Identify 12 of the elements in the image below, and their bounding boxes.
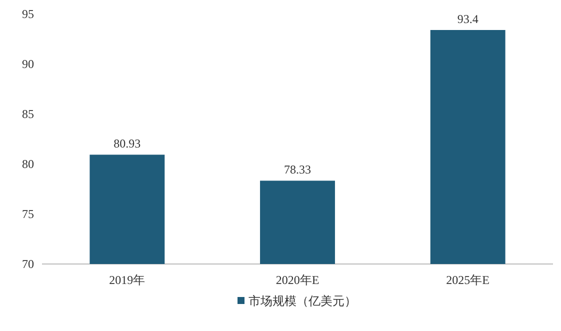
y-tick-label: 85: [22, 107, 34, 121]
y-tick-label: 75: [22, 207, 34, 221]
data-label: 78.33: [284, 162, 311, 177]
y-tick-label: 95: [22, 7, 34, 21]
x-tick-label: 2020年E: [276, 273, 320, 287]
x-tick-label: 2019年: [109, 273, 146, 287]
y-tick-label: 90: [22, 57, 34, 71]
x-tick-label: 2025年E: [446, 273, 490, 287]
y-tick-label: 70: [22, 257, 34, 271]
data-label: 93.4: [457, 12, 478, 26]
data-label: 80.93: [114, 136, 141, 151]
y-tick-label: 80: [22, 157, 34, 171]
